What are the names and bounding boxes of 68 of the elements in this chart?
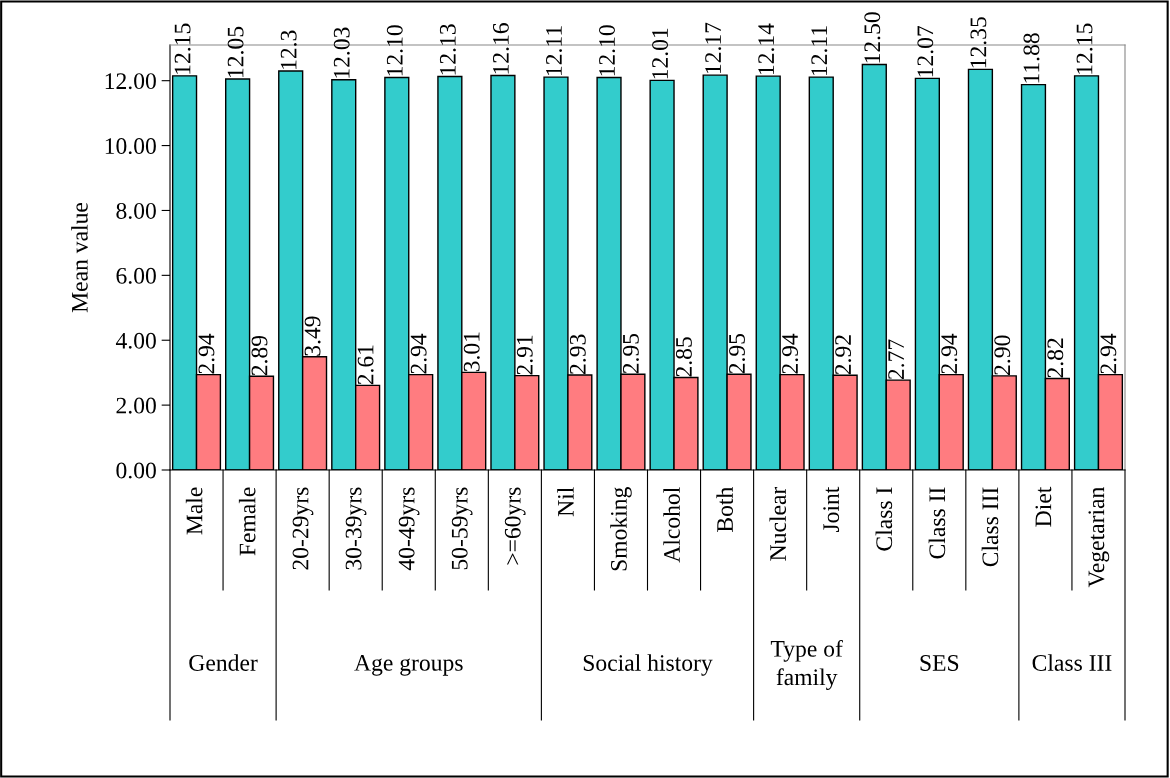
x-tick-label: Nil [557,487,574,517]
x-tick-label: Nuclear [769,486,787,561]
data-label: 2.95 [729,333,746,374]
data-label: 2.85 [675,337,692,377]
data-label: 2.93 [569,334,586,374]
x-tick-label: Female [238,487,256,556]
data-label: 12.16 [492,23,509,74]
x-tick-label: Male [185,487,203,535]
data-label: 12.15 [1076,23,1093,74]
data-label: 2.94 [782,333,799,374]
x-tick-label: >=60yrs [504,487,526,565]
data-label: 12.15 [174,23,191,74]
data-label: 2.61 [357,345,374,385]
data-label: 2.82 [1047,338,1064,378]
data-label: 12.17 [705,22,722,74]
text: SES [920,655,959,671]
data-label: 2.94 [198,333,215,374]
text: Class III [1032,654,1112,671]
data-label: 12.13 [439,24,456,75]
data-label: 2.94 [410,333,427,374]
data-label: 3.01 [463,332,480,372]
text: Type of family [770,639,843,691]
text: Gender [189,654,258,671]
data-label: 2.94 [1100,333,1117,374]
x-tick-label: Alcohol [663,487,680,563]
data-label: 12.05 [227,26,244,77]
x-tick-label: Joint [823,486,840,533]
data-label: 12.03 [333,27,350,78]
x-tick-label: 20-29yrs [292,487,314,570]
y-tick-label: 12.00 [105,73,156,90]
data-label: 12.35 [970,17,987,68]
text: Social history [583,654,713,676]
y-tick-label: 6.00 [116,267,156,284]
data-label: 2.89 [251,335,268,376]
data-label: 12.10 [599,25,616,76]
y-tick-label: 8.00 [116,202,156,219]
data-label: 3.49 [304,316,321,356]
data-label: 12.01 [652,28,669,79]
x-tick-label: Vegetarian [1088,487,1110,588]
x-tick-label: 50-59yrs [451,487,473,570]
y-tick-label: 10.00 [105,138,156,155]
y-tick-label: 4.00 [115,332,156,349]
x-tick-label: Class II [928,487,946,559]
data-label: 2.95 [622,333,639,374]
data-label: 12.14 [758,23,775,75]
x-tick-label: Both [716,486,733,532]
data-label: 2.90 [994,335,1011,375]
x-tick-label: Diet [1035,486,1052,527]
data-label: 12.3 [280,30,297,69]
data-label: 2.77 [888,339,905,380]
x-tick-label: Class III [981,487,999,567]
text: Age groups [354,655,463,676]
x-tick-label: 40-49yrs [398,487,420,571]
x-tick-label: Class I [875,487,893,551]
data-label: 11.88 [1023,33,1040,83]
data-label: 12.07 [917,25,934,77]
x-tick-label: 30-39yrs [345,487,367,570]
data-label: 2.92 [835,335,852,375]
y-axis-title: Mean value [71,202,88,313]
y-tick-label: 2.00 [116,397,156,414]
data-label: 12.11 [811,26,828,76]
data-label: 12.11 [546,26,562,76]
y-tick-label: 0.00 [116,462,156,479]
data-label: 12.50 [864,12,881,63]
data-label: 2.91 [516,335,533,375]
data-label: 2.94 [941,333,958,374]
data-label: 12.10 [386,25,403,76]
x-tick-label: Smoking [610,487,632,571]
